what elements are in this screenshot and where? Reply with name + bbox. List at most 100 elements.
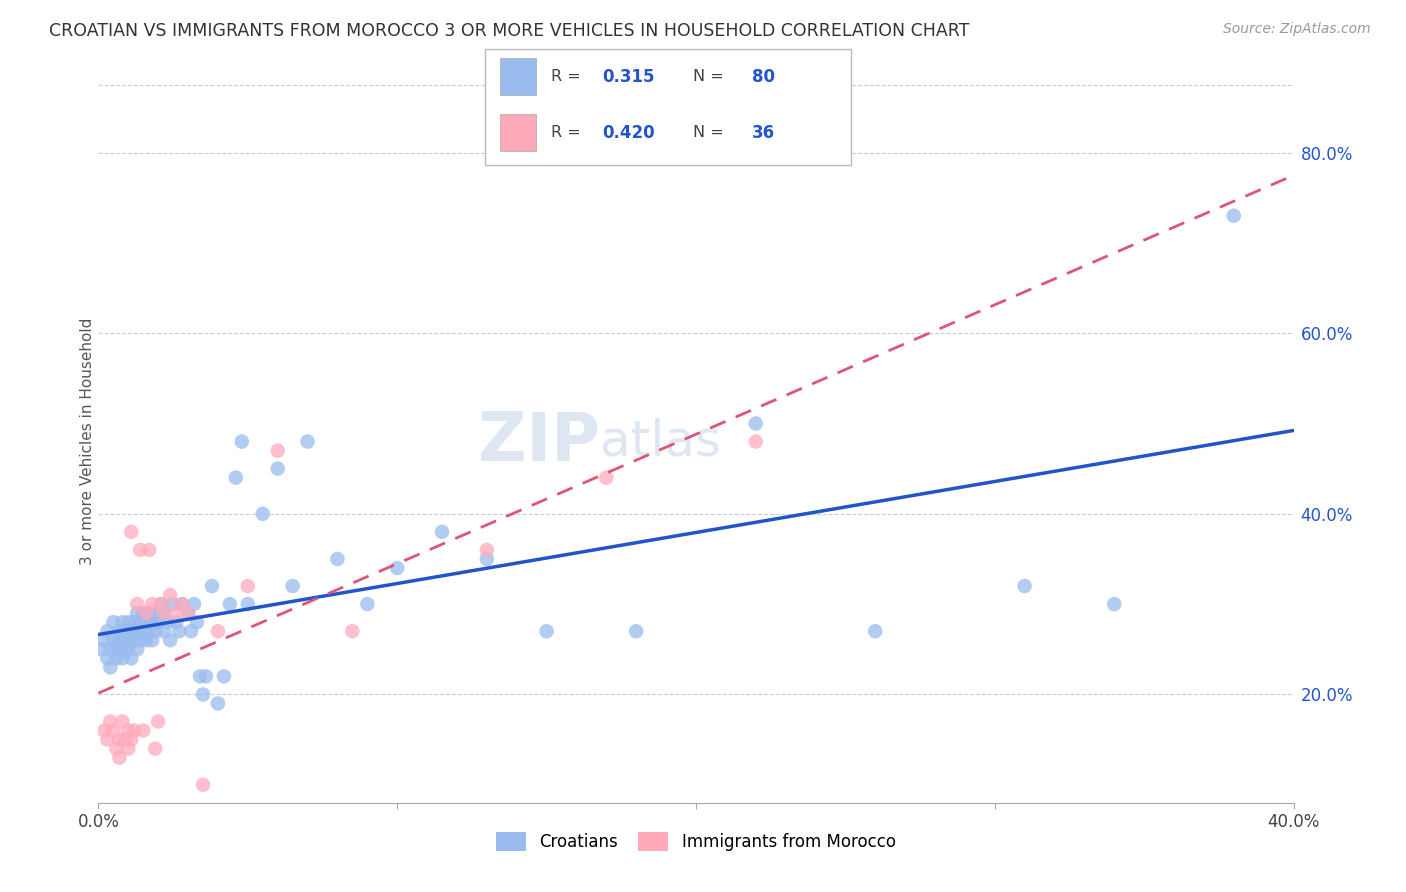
Point — [96, 732, 118, 747]
Point — [132, 606, 155, 620]
Point — [385, 561, 409, 575]
Point — [105, 642, 128, 657]
Text: CROATIAN VS IMMIGRANTS FROM MOROCCO 3 OR MORE VEHICLES IN HOUSEHOLD CORRELATION : CROATIAN VS IMMIGRANTS FROM MOROCCO 3 OR… — [49, 22, 970, 40]
Point — [195, 669, 218, 683]
Point — [153, 606, 176, 620]
Point — [236, 597, 259, 611]
Point — [153, 624, 176, 639]
Text: atlas: atlas — [600, 417, 721, 466]
Point — [159, 633, 181, 648]
Legend: Croatians, Immigrants from Morocco: Croatians, Immigrants from Morocco — [488, 823, 904, 860]
Text: N =: N = — [693, 125, 730, 140]
Point — [177, 606, 200, 620]
Point — [165, 606, 187, 620]
Point — [281, 579, 304, 593]
Point — [180, 624, 202, 639]
Point — [236, 579, 259, 593]
Point — [129, 542, 152, 557]
FancyBboxPatch shape — [485, 49, 851, 165]
Point — [138, 624, 160, 639]
Point — [148, 615, 170, 630]
Point — [219, 597, 242, 611]
Point — [96, 651, 118, 665]
Point — [108, 624, 131, 639]
Point — [114, 732, 136, 747]
Text: ZIP: ZIP — [478, 409, 600, 475]
Point — [117, 723, 139, 738]
Text: R =: R = — [551, 125, 586, 140]
Point — [267, 461, 290, 475]
Point — [536, 624, 558, 639]
Point — [129, 633, 152, 648]
Point — [135, 633, 157, 648]
Point — [108, 642, 131, 657]
Point — [156, 615, 179, 630]
Point — [141, 615, 163, 630]
Point — [117, 633, 139, 648]
Point — [626, 624, 648, 639]
Point — [177, 606, 200, 620]
Point — [105, 651, 128, 665]
Point — [117, 642, 139, 657]
Point — [745, 434, 768, 449]
Point — [111, 714, 134, 729]
Point — [186, 615, 208, 630]
Point — [1223, 209, 1246, 223]
Point — [297, 434, 319, 449]
Point — [430, 524, 453, 539]
Text: 0.315: 0.315 — [602, 68, 655, 86]
Point — [188, 669, 211, 683]
Point — [114, 642, 136, 657]
Point — [326, 552, 349, 566]
Point — [153, 606, 176, 620]
Point — [127, 624, 149, 639]
Point — [225, 471, 247, 485]
Bar — [499, 114, 536, 151]
Point — [103, 723, 125, 738]
Point — [93, 633, 115, 648]
Point — [117, 741, 139, 756]
Point — [267, 443, 290, 458]
Point — [143, 741, 166, 756]
Point — [356, 597, 378, 611]
Point — [143, 624, 166, 639]
Bar — [499, 58, 536, 95]
Text: N =: N = — [693, 70, 730, 85]
Text: Source: ZipAtlas.com: Source: ZipAtlas.com — [1223, 22, 1371, 37]
Point — [108, 732, 131, 747]
Point — [745, 417, 768, 431]
Text: R =: R = — [551, 70, 586, 85]
Point — [132, 723, 155, 738]
Point — [191, 778, 214, 792]
Point — [124, 615, 146, 630]
Point — [103, 615, 125, 630]
Point — [865, 624, 887, 639]
Point — [108, 750, 131, 764]
Point — [1104, 597, 1126, 611]
Point — [150, 597, 173, 611]
Point — [129, 615, 152, 630]
Point — [111, 615, 134, 630]
Point — [159, 588, 181, 602]
Point — [117, 615, 139, 630]
Text: 36: 36 — [752, 124, 775, 142]
Point — [207, 624, 229, 639]
Point — [103, 633, 125, 648]
Y-axis label: 3 or more Vehicles in Household: 3 or more Vehicles in Household — [80, 318, 94, 566]
Point — [127, 606, 149, 620]
Point — [138, 542, 160, 557]
Point — [90, 642, 112, 657]
Point — [96, 624, 118, 639]
Point — [342, 624, 364, 639]
Point — [141, 633, 163, 648]
Point — [231, 434, 253, 449]
Point — [105, 741, 128, 756]
Point — [165, 615, 187, 630]
Point — [98, 660, 122, 674]
Point — [132, 624, 155, 639]
Point — [475, 542, 498, 557]
Point — [124, 633, 146, 648]
Point — [114, 624, 136, 639]
Point — [595, 471, 617, 485]
Point — [167, 624, 190, 639]
